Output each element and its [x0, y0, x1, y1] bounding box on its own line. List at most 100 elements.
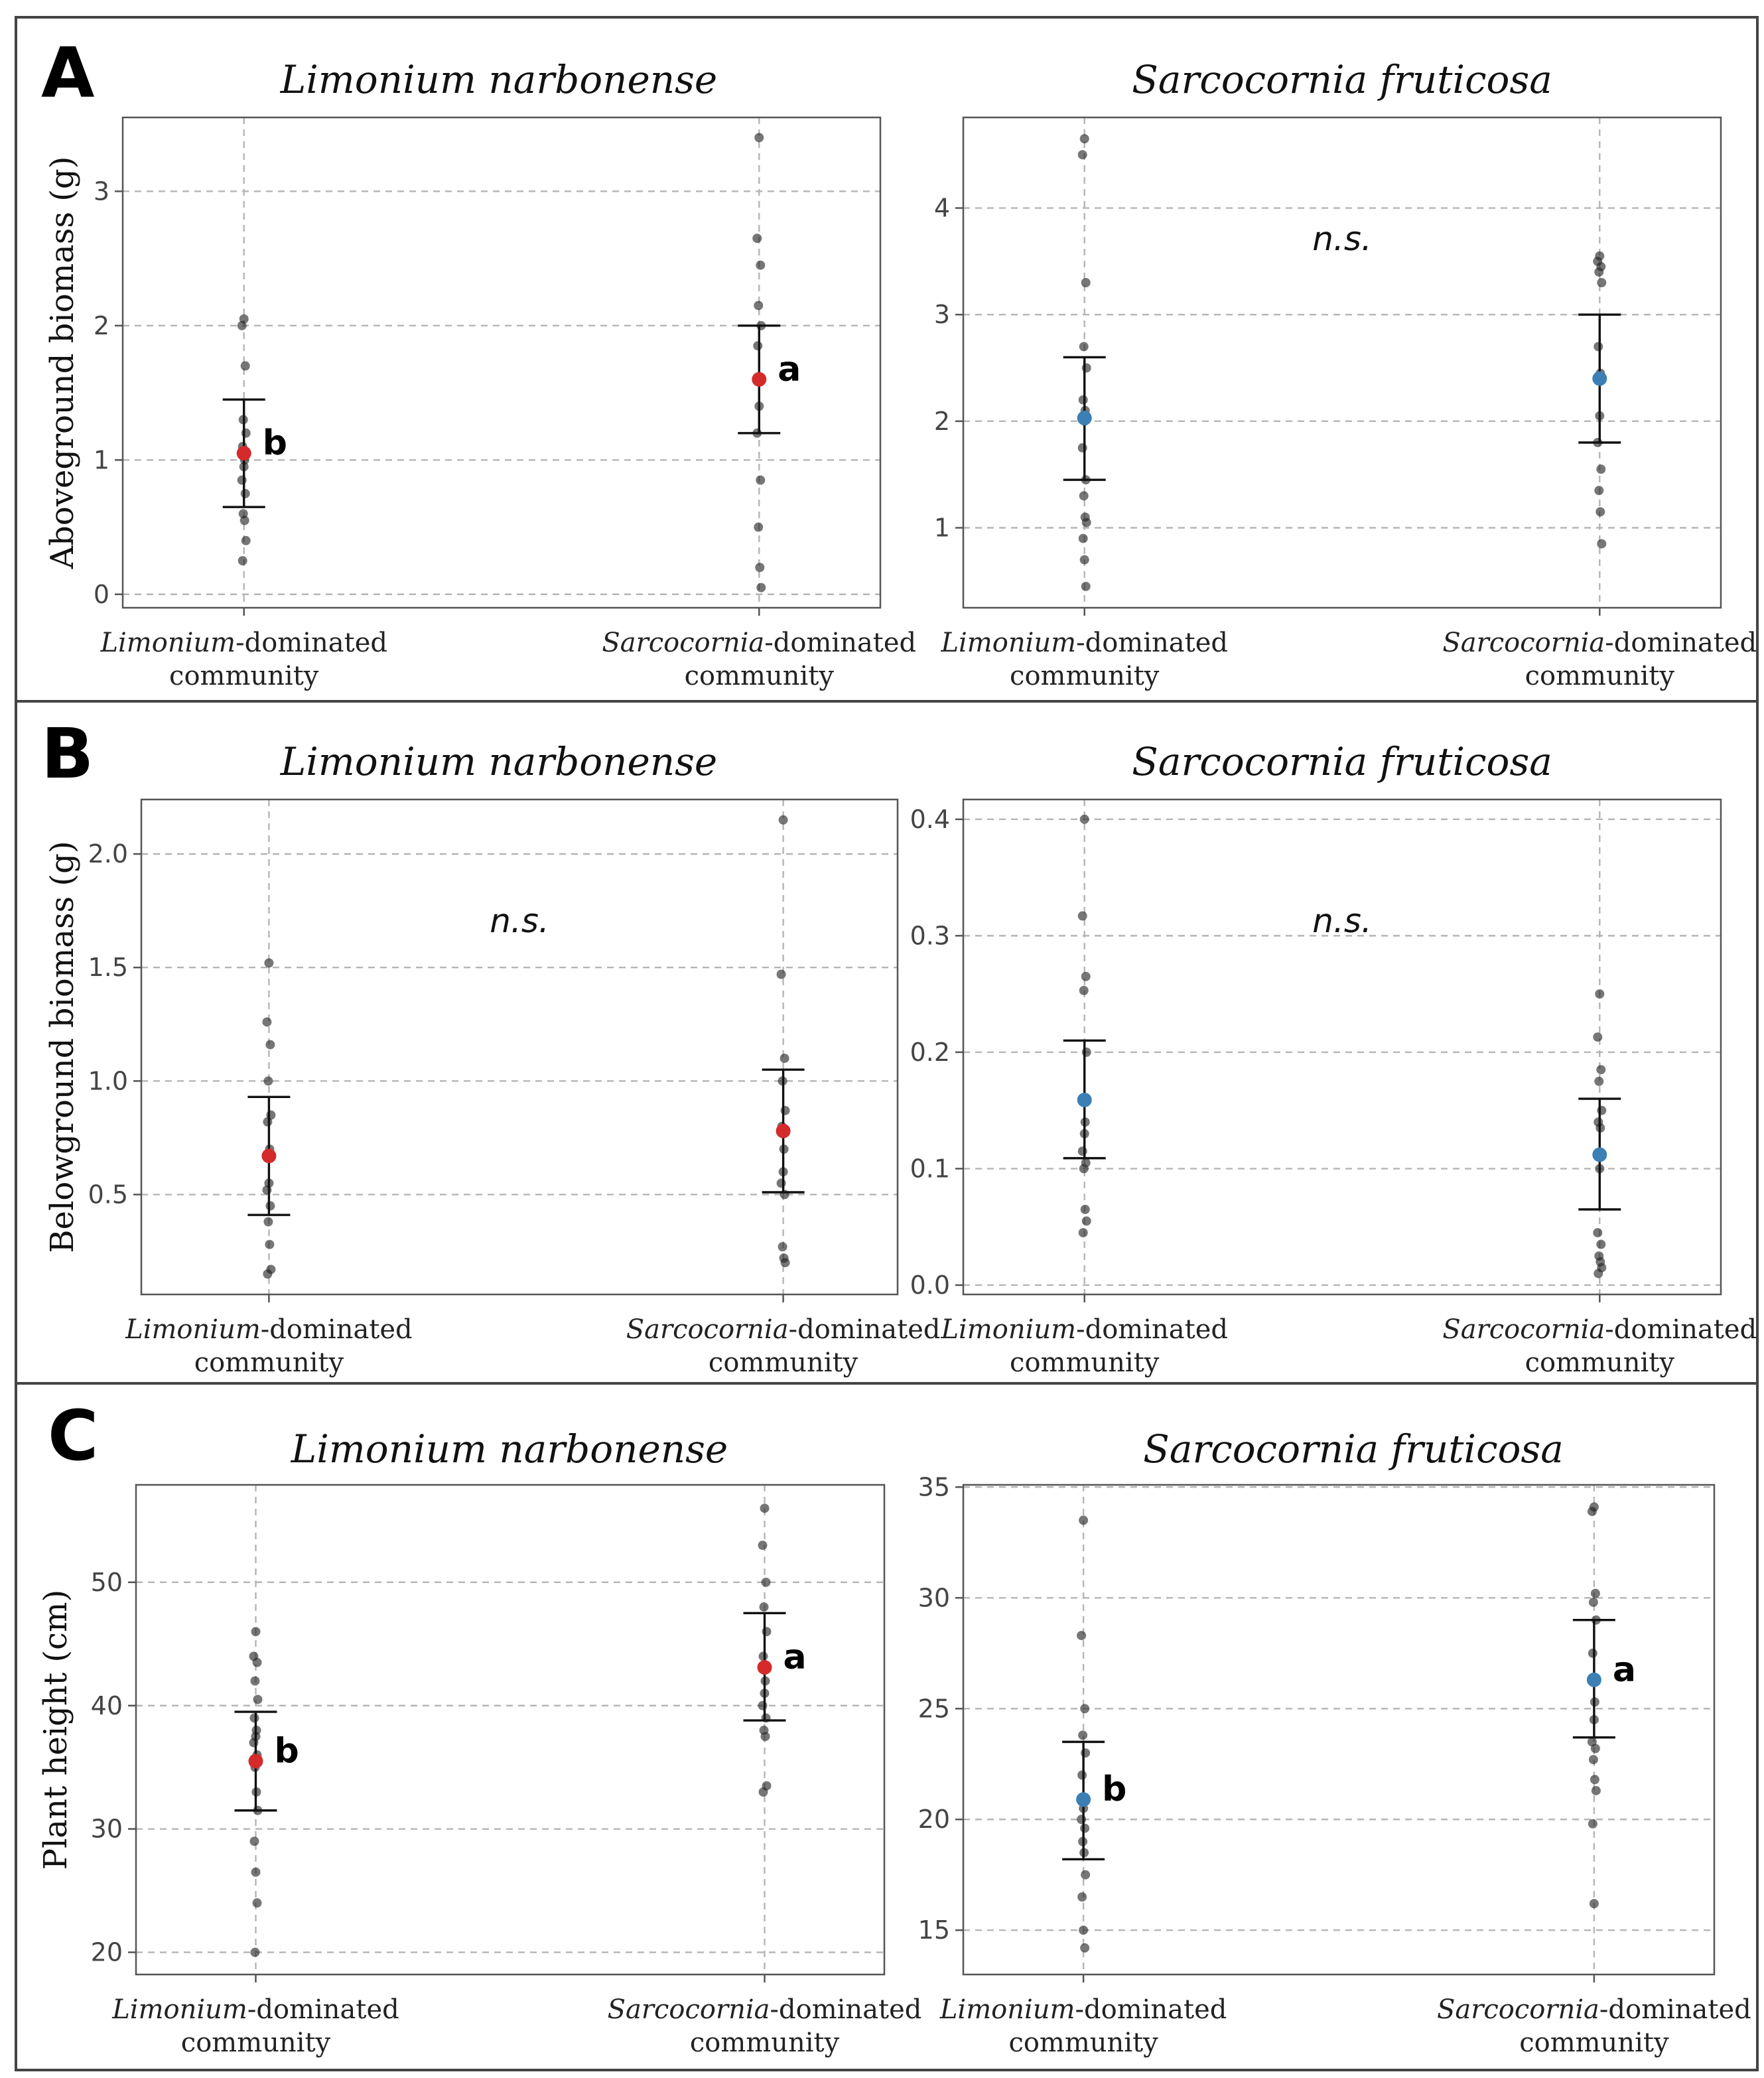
data-point — [262, 1185, 272, 1195]
group-mean-point — [248, 1754, 263, 1769]
data-point — [1077, 443, 1087, 453]
data-point — [1588, 1819, 1597, 1829]
data-point — [759, 1602, 769, 1612]
y-tick-label: 0.3 — [910, 921, 950, 950]
panel-title: Limonium narbonense — [291, 1426, 728, 1472]
y-tick-label: 0.4 — [910, 805, 950, 834]
data-point — [1596, 464, 1606, 474]
x-category-genus: Sarcocornia — [1442, 1314, 1605, 1345]
y-tick-label: 15 — [918, 1915, 950, 1945]
data-point — [1080, 1943, 1090, 1953]
y-tick-label: 0.5 — [88, 1180, 128, 1209]
x-category-label: Limonium-dominated — [111, 1994, 399, 2025]
data-point — [250, 1947, 260, 1957]
panel-title: Sarcocornia fruticosa — [1132, 57, 1552, 102]
y-tick-label: 1.0 — [88, 1066, 128, 1095]
x-category-genus: Sarcocornia — [626, 1314, 789, 1345]
y-tick-label: 0.2 — [910, 1038, 950, 1067]
data-point — [1596, 1065, 1606, 1075]
data-point — [1079, 555, 1089, 565]
x-category-genus: Sarcocornia — [1437, 1994, 1599, 2025]
data-point — [756, 475, 766, 485]
data-point — [753, 341, 763, 351]
significance-letter: a — [1613, 1650, 1636, 1690]
x-category-label: Sarcocornia-dominated — [602, 628, 916, 658]
y-tick-label: 1 — [94, 445, 109, 474]
group-mean-point — [1586, 1672, 1601, 1687]
data-point — [762, 1627, 772, 1637]
y-tick-label: 3 — [94, 176, 109, 206]
data-point — [1079, 1515, 1089, 1525]
group-mean-point — [752, 372, 767, 387]
data-point — [1595, 507, 1605, 517]
panel-title: Limonium narbonense — [280, 57, 718, 102]
data-point — [754, 133, 764, 143]
data-point — [780, 1054, 789, 1064]
significance-letter: b — [1102, 1769, 1126, 1809]
data-point — [1080, 1204, 1090, 1214]
data-point — [1077, 1815, 1087, 1825]
x-category-label: Sarcocornia-dominated — [608, 1994, 922, 2025]
data-point — [1078, 533, 1088, 543]
y-axis-label: Aboveground biomass (g) — [44, 156, 81, 569]
group-mean-point — [261, 1148, 277, 1164]
x-category-label: Limonium-dominated — [100, 628, 387, 658]
data-point — [240, 361, 250, 371]
x-category-genus: Limonium — [939, 1994, 1075, 2025]
y-tick-label: 1 — [934, 514, 950, 543]
data-point — [263, 1217, 273, 1227]
y-tick-label: 2 — [94, 311, 109, 340]
x-category-suffix: -dominated — [1605, 628, 1757, 658]
data-point — [1594, 1269, 1603, 1279]
data-point — [758, 1700, 768, 1710]
data-point — [1078, 1730, 1088, 1740]
group-mean-point — [1592, 1147, 1607, 1162]
data-point — [263, 1076, 273, 1086]
data-point — [1081, 278, 1091, 288]
data-point — [1593, 1227, 1603, 1237]
data-point — [265, 1239, 275, 1249]
x-category-label: Sarcocornia-dominated — [626, 1314, 941, 1345]
data-point — [1081, 581, 1091, 591]
data-point — [1594, 267, 1604, 277]
data-point — [239, 516, 249, 525]
group-mean-point — [236, 446, 251, 461]
y-tick-label: 2.0 — [88, 839, 128, 868]
x-category-genus: Limonium — [100, 628, 236, 658]
data-point — [1077, 150, 1087, 160]
data-point — [1590, 1588, 1600, 1598]
plot-frame — [140, 798, 899, 1296]
data-point — [1590, 1775, 1599, 1785]
data-point — [249, 1713, 259, 1723]
data-point — [1591, 1785, 1601, 1795]
data-point — [265, 1201, 275, 1211]
data-point — [1079, 1164, 1089, 1174]
row-letter-c: C — [48, 1395, 98, 1476]
plot-area — [136, 1485, 884, 1974]
panel-title: Sarcocornia fruticosa — [1132, 739, 1552, 784]
x-category-line2: community — [1010, 1348, 1160, 1378]
data-point — [780, 1258, 790, 1268]
data-point — [1081, 1748, 1091, 1758]
x-category-line2: community — [1010, 661, 1160, 691]
data-point — [1597, 1105, 1607, 1115]
y-tick-label: 3 — [934, 300, 950, 329]
x-category-suffix: -dominated — [1599, 1994, 1751, 2025]
x-category-line2: community — [1519, 2028, 1669, 2058]
group-mean-point — [1076, 1792, 1091, 1807]
data-point — [1079, 985, 1089, 995]
data-point — [1593, 1032, 1603, 1042]
data-point — [251, 1627, 261, 1637]
data-point — [1081, 1870, 1091, 1880]
x-category-suffix: -dominated — [236, 628, 387, 658]
plot-area — [963, 1485, 1714, 1974]
y-tick-label: 30 — [91, 1815, 123, 1844]
data-point — [237, 320, 247, 330]
data-point — [1597, 539, 1607, 549]
plot-frame — [962, 1484, 1716, 1976]
x-category-suffix: -dominated — [1076, 1314, 1228, 1345]
y-tick-label: 0.1 — [910, 1154, 950, 1183]
x-category-label: Sarcocornia-dominated — [1442, 1314, 1757, 1345]
y-tick-label: 25 — [918, 1694, 950, 1723]
